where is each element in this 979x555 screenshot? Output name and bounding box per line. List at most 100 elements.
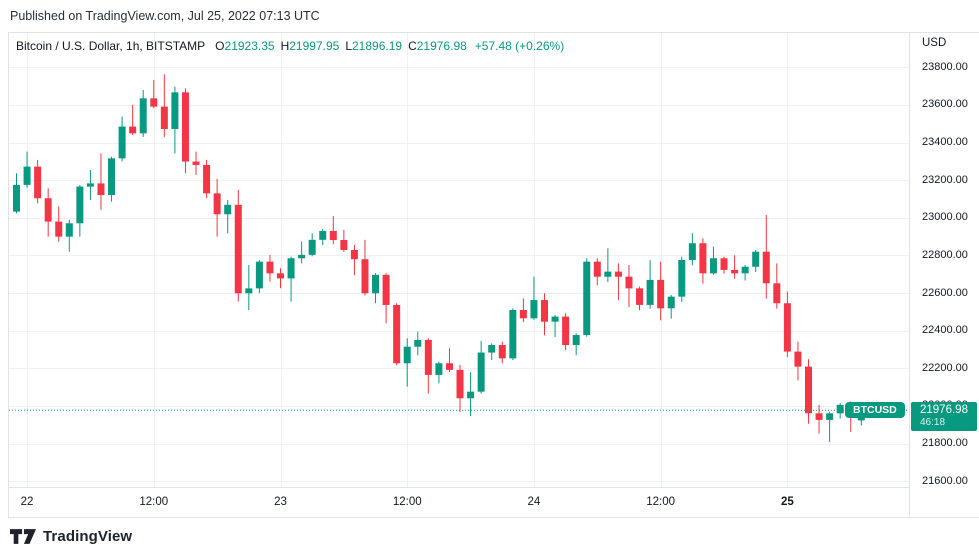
candle-body [762, 251, 770, 284]
brand-name: TradingView [43, 528, 133, 545]
candle-body [23, 166, 31, 185]
time-tick-label: 12:00 [646, 496, 676, 508]
candle-body [298, 254, 306, 259]
candle-body [224, 204, 232, 215]
ohlc-letter: L [345, 39, 352, 53]
candle-body [667, 296, 675, 309]
candle-body [604, 271, 612, 277]
candle-body [836, 404, 844, 414]
candle-body [614, 271, 622, 277]
candle-body [477, 352, 485, 392]
candle-body [445, 363, 453, 370]
ohlc-letter: H [280, 39, 290, 53]
candle-body [118, 126, 126, 159]
chart-plot-area[interactable]: Bitcoin / U.S. Dollar, 1h, BITSTAMP O219… [9, 33, 910, 487]
time-tick-label: 12:00 [392, 496, 422, 508]
candle-body [424, 339, 432, 375]
candle-body [277, 273, 284, 279]
chart-frame: Bitcoin / U.S. Dollar, 1h, BITSTAMP O219… [8, 32, 979, 518]
candle-body [234, 204, 242, 294]
price-tick-label: 23600.00 [922, 98, 968, 111]
candle-body [266, 261, 274, 274]
candle-body [678, 259, 686, 297]
currency-label: USD [922, 37, 947, 49]
tradingview-logo[interactable]: TradingView [10, 528, 132, 545]
ohlc-letter: C [408, 39, 417, 53]
candle-body [551, 316, 559, 322]
candle-body [361, 259, 369, 294]
candle-body [55, 221, 63, 237]
candle-body [255, 261, 263, 289]
current-price-value: 21976.98 [920, 404, 968, 416]
candle-body [752, 251, 760, 267]
axis-corner [910, 487, 979, 517]
candle-body [731, 269, 739, 274]
candle-body [13, 184, 20, 212]
candle-body [329, 230, 337, 241]
candle-body [720, 258, 728, 270]
candle-body [709, 258, 717, 274]
candle-body [773, 283, 781, 304]
tradingview-logo-icon [10, 529, 36, 544]
price-tick-label: 23400.00 [922, 136, 968, 149]
candle-body [530, 300, 538, 319]
time-tick-label: 25 [780, 496, 794, 508]
candle-body [498, 345, 506, 359]
time-axis[interactable]: 22 12:00 23 12:00 24 12:00 25 [9, 487, 910, 517]
candle-body [76, 186, 84, 224]
price-tick-label: 21800.00 [922, 437, 968, 450]
price-tick-label: 22600.00 [922, 286, 968, 299]
candle-body [657, 279, 665, 309]
candle-body [467, 391, 475, 399]
candle-body [160, 106, 168, 130]
candle-body [435, 363, 443, 375]
price-tick-label: 22800.00 [922, 248, 968, 261]
candle-body [509, 310, 517, 359]
time-tick-label: 24 [527, 496, 541, 508]
candle-body [636, 288, 644, 305]
price-tick-label: 23200.00 [922, 173, 968, 186]
candle-body [414, 339, 422, 347]
candle-body [488, 345, 496, 353]
candle-body [403, 346, 411, 364]
published-text: Published on TradingView.com, Jul 25, 20… [10, 9, 320, 23]
time-tick-label: 22 [20, 496, 34, 508]
candle-body [192, 161, 200, 165]
ohlc-value: 21923.35 [224, 39, 275, 53]
candle-body [382, 274, 390, 305]
candle-body [139, 98, 147, 134]
candle-body [393, 304, 401, 364]
price-axis[interactable]: USD 23800.00 23600.00 23400.00 23200.00 2300… [910, 33, 979, 487]
candle-body [287, 258, 295, 279]
candle-body [108, 158, 116, 196]
candle-body [646, 279, 654, 305]
candle-body [97, 183, 105, 196]
candle-body [203, 164, 211, 194]
candle-body [245, 288, 253, 294]
candle-body [625, 276, 633, 289]
candle-body [350, 249, 358, 260]
price-tick-label: 22200.00 [922, 361, 968, 374]
candle-body [372, 274, 380, 294]
candle-body [340, 240, 348, 250]
candle-body [150, 98, 158, 107]
candle-body [213, 193, 221, 215]
symbol-price-label: BTCUSD [845, 402, 905, 419]
candle-body [688, 243, 696, 260]
candle-body [815, 413, 823, 420]
ohlc-value: 21997.95 [289, 39, 340, 53]
change-value: +57.48 (+0.26%) [474, 39, 565, 53]
candlestick-chart[interactable] [9, 33, 910, 487]
candle-body [456, 369, 464, 399]
candle-body [65, 223, 73, 237]
candle-body [34, 166, 42, 199]
candle-body [541, 300, 548, 322]
symbol-title: Bitcoin / U.S. Dollar, 1h, BITSTAMP [16, 39, 206, 53]
ohlc-letter: O [215, 39, 225, 53]
candle-body [319, 230, 327, 240]
candle-body [805, 366, 812, 414]
candle-body [129, 126, 137, 134]
price-tick-label: 23800.00 [922, 60, 968, 73]
candle-body [794, 351, 802, 367]
